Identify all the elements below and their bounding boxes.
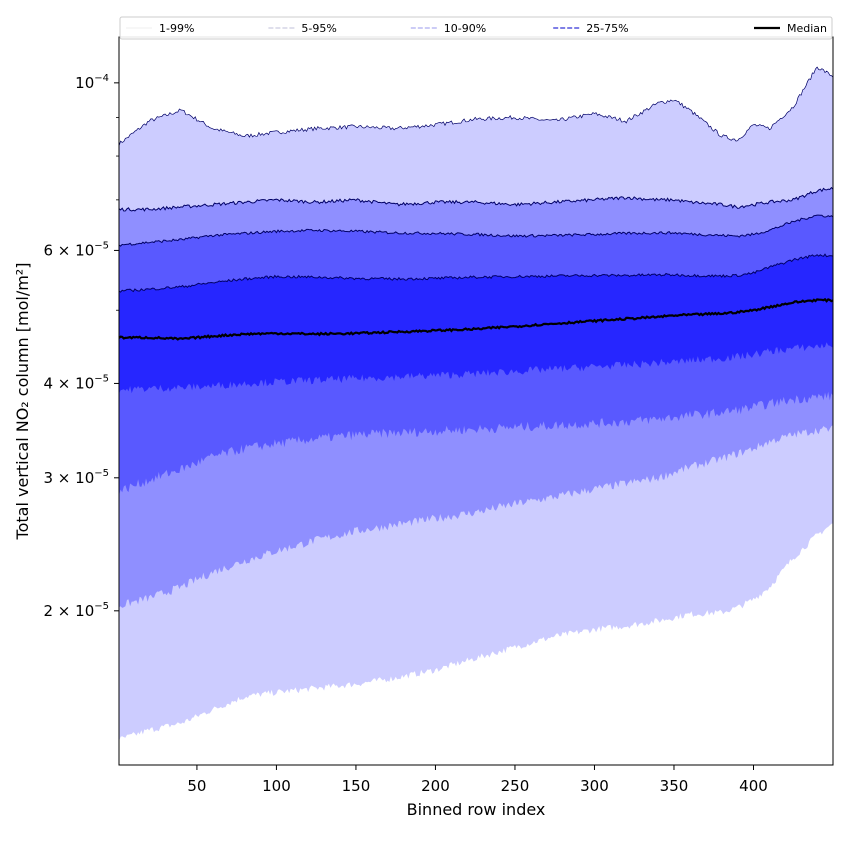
legend: 1-99% 5-95% 10-90% 25-75% Median	[119, 16, 833, 40]
x-tick-label: 50	[187, 777, 206, 795]
y-tick-label: 6 × 10−5	[44, 240, 110, 259]
x-tick-label: 250	[501, 777, 530, 795]
band-25-75	[119, 254, 833, 394]
y-tick-label: 3 × 10−5	[44, 468, 110, 487]
legend-label-25-75: 25-75%	[586, 22, 628, 35]
x-axis-label: Binned row index	[407, 800, 546, 819]
legend-label-10-90: 10-90%	[444, 22, 486, 35]
y-tick-label: 10−4	[75, 73, 109, 92]
percentile-bands	[119, 67, 833, 742]
y-tick-label: 2 × 10−5	[44, 601, 110, 620]
x-tick-label: 400	[739, 777, 768, 795]
band-1-99-upper-edge	[118, 66, 834, 147]
band-edges	[118, 66, 834, 293]
x-tick-label: 150	[342, 777, 371, 795]
median-series	[118, 297, 834, 341]
band-10-90-upper-edge	[118, 214, 834, 247]
y-tick-label: 4 × 10−5	[44, 373, 110, 392]
x-tick-label: 200	[421, 777, 450, 795]
x-tick-label: 350	[660, 777, 689, 795]
x-tick-label: 300	[580, 777, 609, 795]
band-25-75-upper-edge	[118, 253, 834, 293]
x-axis: 50 100 150 200 250 300 350 400	[187, 765, 768, 795]
legend-label-1-99: 1-99%	[159, 22, 194, 35]
median-line	[118, 297, 834, 341]
band-5-95-upper-edge	[118, 186, 834, 212]
legend-label-median: Median	[787, 22, 827, 35]
legend-box	[119, 16, 833, 40]
legend-label-5-95: 5-95%	[301, 22, 336, 35]
y-axis-label: Total vertical NO₂ column [mol/m²]	[13, 263, 32, 541]
x-tick-label: 100	[262, 777, 291, 795]
y-axis: 2 × 10−5 3 × 10−5 4 × 10−5 6 × 10−5 10−4	[44, 73, 119, 620]
